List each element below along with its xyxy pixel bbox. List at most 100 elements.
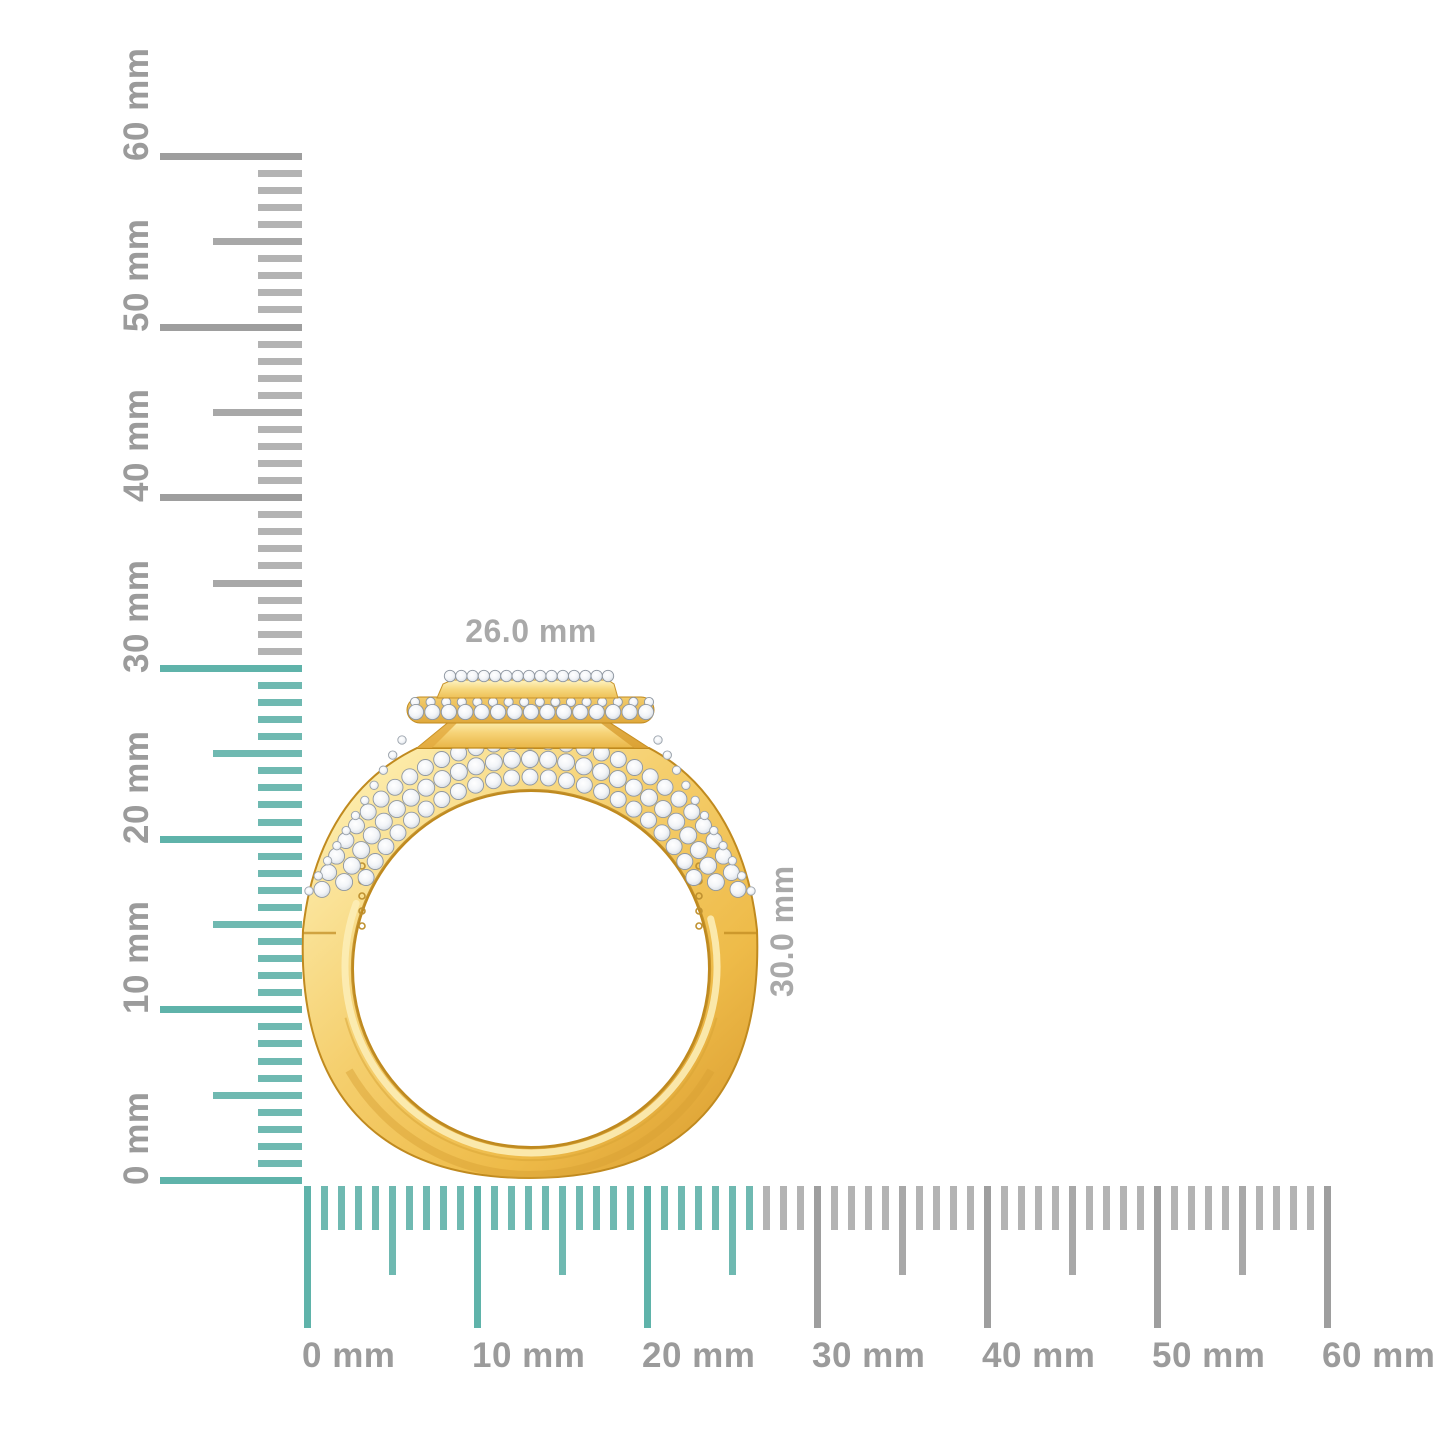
diamond [609, 791, 627, 808]
diamond [539, 703, 556, 721]
diamond [322, 856, 333, 866]
head-top-plate [436, 679, 619, 699]
diamond [506, 703, 523, 721]
diamond [654, 800, 673, 819]
diamond [374, 812, 393, 831]
head-base-facet-left [417, 721, 459, 748]
diamond [387, 800, 406, 819]
diamond [407, 703, 425, 721]
diamond [653, 824, 671, 842]
diamond [671, 765, 682, 775]
diamond [555, 703, 572, 721]
diamond [624, 778, 643, 797]
diamond [534, 669, 547, 683]
halo-stones-main [407, 703, 655, 721]
diamond [609, 751, 627, 768]
diamond [378, 765, 389, 775]
diamond [567, 669, 581, 683]
diamond [490, 703, 507, 721]
milgrain-dot [358, 907, 366, 915]
diamond [467, 757, 486, 776]
diamond [699, 856, 718, 875]
diamond [572, 703, 589, 721]
head-top-stones [443, 669, 615, 683]
milgrain-dot [358, 922, 366, 930]
diamond [579, 669, 592, 683]
diamond [433, 770, 452, 789]
diamond [500, 669, 513, 683]
diamond [608, 770, 627, 789]
band-inner-rim [350, 788, 712, 1150]
diamond [440, 703, 457, 721]
diamond [335, 873, 354, 892]
diamond [605, 703, 622, 721]
milgrain-dot [695, 907, 703, 915]
diamond [449, 783, 467, 800]
diamond [592, 762, 611, 781]
diamond [521, 750, 539, 768]
diamond [466, 669, 479, 683]
diamond [477, 669, 491, 683]
diamond [690, 795, 700, 806]
diamond [601, 669, 615, 683]
band-outer-shade [345, 1068, 715, 1179]
diamond [443, 669, 457, 683]
diamond [388, 750, 398, 760]
diamond [366, 853, 384, 870]
diamond [485, 772, 502, 790]
milgrain-dot [695, 922, 703, 930]
diamond [662, 750, 672, 760]
diamond [695, 817, 712, 835]
diamond [621, 703, 638, 721]
diamond [369, 780, 379, 790]
pave-row-inner [357, 768, 703, 886]
diamond [397, 735, 407, 745]
diamond [357, 869, 375, 886]
diamond [360, 795, 370, 806]
diamond [626, 759, 644, 776]
diamond [417, 800, 435, 818]
diamond [676, 853, 694, 870]
milgrain-dot [358, 892, 366, 900]
diamond [706, 873, 725, 892]
diamond [653, 735, 663, 745]
diamond [656, 778, 674, 796]
diamond [534, 696, 545, 708]
diamond [403, 811, 420, 829]
diamond [359, 803, 377, 821]
diamond [348, 817, 365, 835]
diamond [502, 750, 521, 769]
diamond [362, 826, 381, 845]
diamond [488, 669, 502, 683]
diamond [511, 669, 524, 683]
milgrain-dots [358, 862, 703, 930]
diamond [313, 880, 331, 898]
diamond [640, 811, 657, 829]
diamond [522, 703, 540, 721]
diamond [449, 762, 468, 781]
diamond [641, 768, 659, 786]
edge-beads-right [653, 735, 756, 896]
diamond [304, 886, 314, 896]
diamond [372, 790, 390, 808]
edge-beads-left [304, 735, 407, 896]
diamond [332, 841, 342, 851]
diamond [342, 856, 361, 875]
diamond [718, 841, 728, 851]
diamond [350, 810, 361, 821]
diamond [746, 886, 756, 896]
diamond [625, 800, 643, 818]
diamond [637, 703, 655, 721]
head-base-facet-right [598, 721, 649, 748]
diamond [575, 776, 593, 794]
diamond [313, 871, 323, 881]
milgrain-dot [695, 892, 703, 900]
diamond [685, 869, 703, 886]
diamond [709, 825, 719, 836]
diamond [689, 841, 708, 860]
diamond [545, 669, 558, 683]
diamond [593, 783, 611, 800]
diamond [416, 759, 434, 776]
